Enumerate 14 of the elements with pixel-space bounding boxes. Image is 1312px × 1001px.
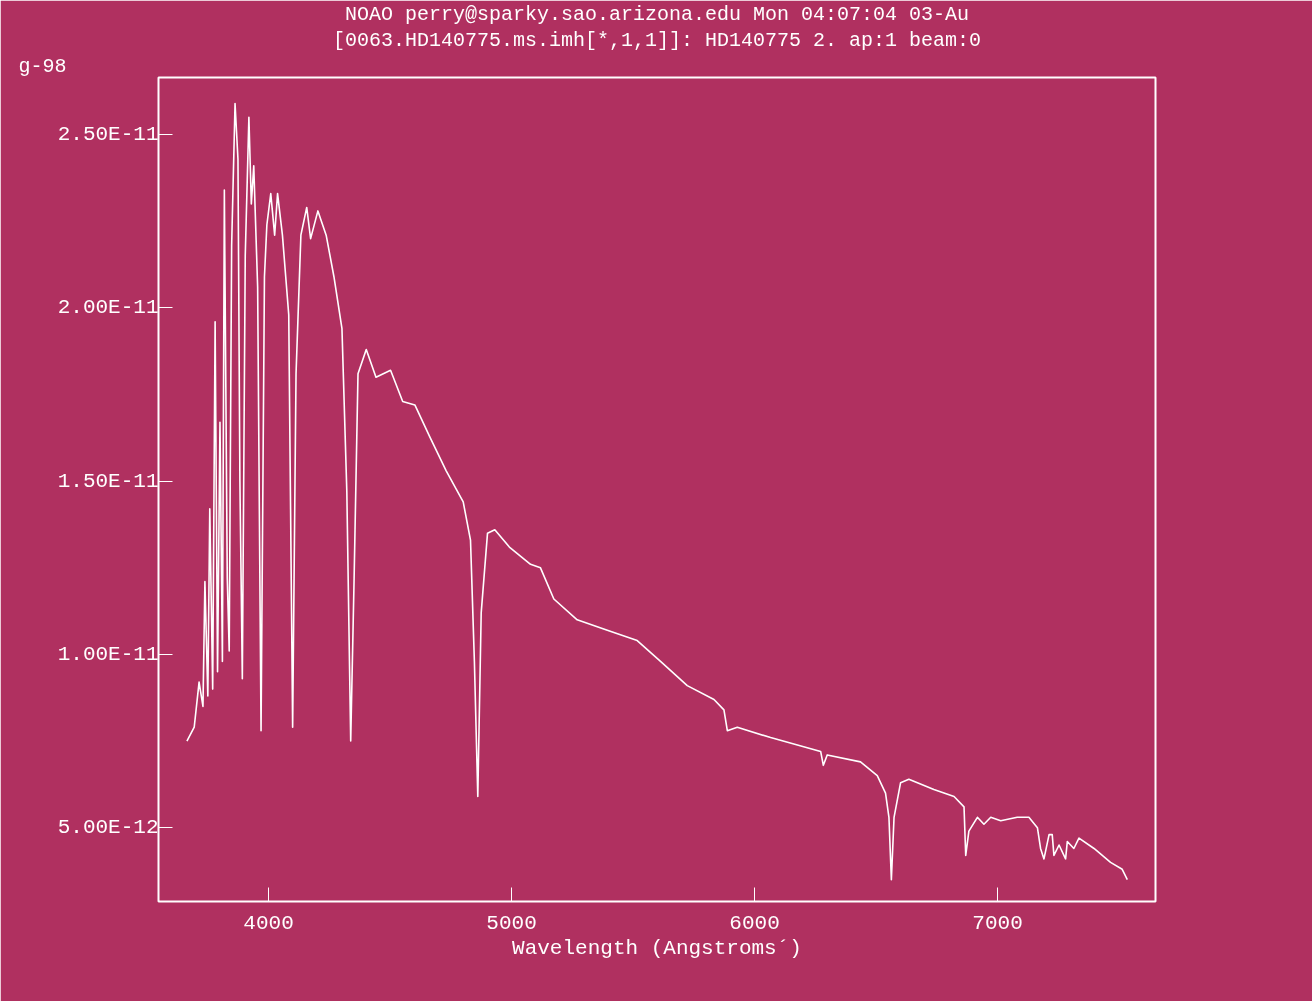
x-tick-label: 4000 [243, 911, 294, 935]
line-series [186, 102, 1129, 881]
text: g-98 [18, 54, 67, 78]
y-tick-label: 2.00E-11 [57, 296, 159, 320]
x-tick-label: 7000 [972, 911, 1023, 935]
chart-title: NOAO perry@sparky.sao.arizona.edu Mon 04:07:04 03-Au [344, 2, 970, 26]
y-tick-label: 2.50E-11 [57, 123, 159, 147]
y-tick-label: 5.00E-12 [57, 816, 159, 840]
x-tick-label: 5000 [486, 911, 537, 935]
y-tick-label: 1.00E-11 [57, 642, 159, 666]
x-tick-label: 6000 [729, 911, 780, 935]
x-axis-title: Wavelength (Angstroms´) [512, 936, 802, 960]
y-tick-label: 1.50E-11 [57, 469, 159, 493]
chart-subtitle: [0063.HD140775.ms.imh[*,1,1]]: HD140775 2. ap:1 beam:0 [332, 28, 982, 52]
